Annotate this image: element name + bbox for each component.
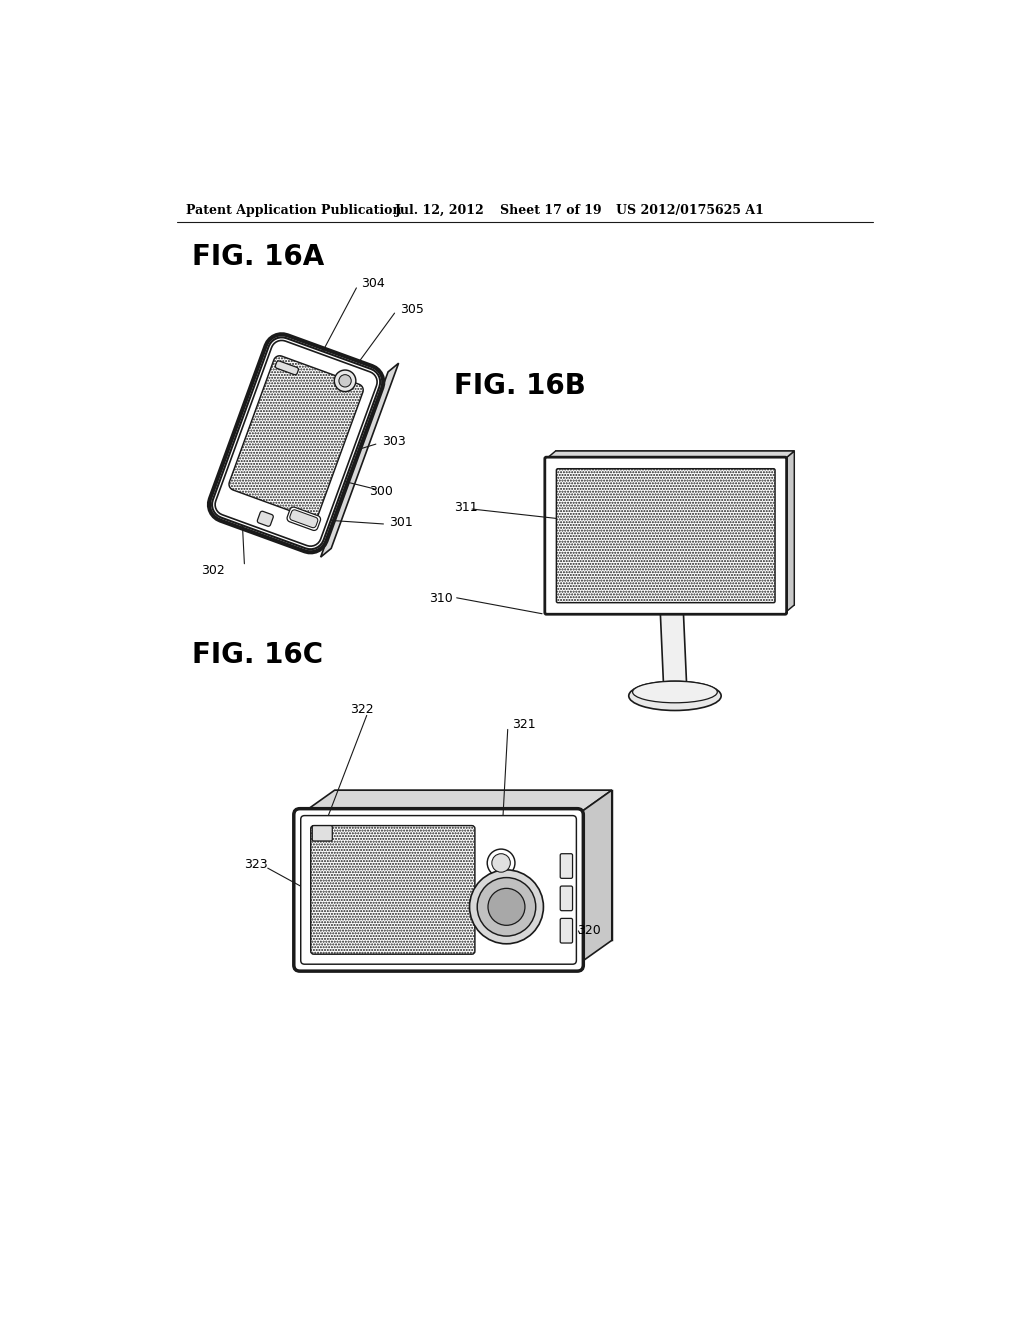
Circle shape	[470, 870, 544, 944]
Text: 301: 301	[389, 516, 413, 529]
Polygon shape	[660, 612, 686, 682]
Text: 305: 305	[400, 302, 424, 315]
Text: 323: 323	[245, 858, 268, 871]
Polygon shape	[257, 511, 273, 527]
FancyBboxPatch shape	[560, 919, 572, 942]
Polygon shape	[556, 451, 795, 605]
FancyBboxPatch shape	[560, 854, 572, 878]
Polygon shape	[785, 451, 795, 612]
Text: FIG. 16B: FIG. 16B	[454, 371, 586, 400]
FancyBboxPatch shape	[556, 469, 775, 603]
Polygon shape	[547, 451, 795, 459]
Polygon shape	[215, 341, 377, 546]
Text: Sheet 17 of 19: Sheet 17 of 19	[500, 205, 602, 218]
FancyBboxPatch shape	[294, 809, 584, 972]
Text: 310: 310	[429, 593, 453, 606]
Ellipse shape	[633, 681, 717, 702]
Polygon shape	[335, 791, 611, 940]
FancyBboxPatch shape	[301, 816, 577, 964]
Polygon shape	[209, 334, 383, 552]
Text: Jul. 12, 2012: Jul. 12, 2012	[394, 205, 484, 218]
Text: 302: 302	[202, 564, 225, 577]
Text: 322: 322	[350, 704, 374, 717]
Circle shape	[487, 849, 515, 876]
FancyBboxPatch shape	[560, 886, 572, 911]
Circle shape	[488, 888, 525, 925]
Text: Patent Application Publication: Patent Application Publication	[186, 205, 401, 218]
Polygon shape	[229, 356, 364, 519]
Polygon shape	[321, 363, 398, 557]
Polygon shape	[300, 791, 611, 814]
Polygon shape	[287, 507, 321, 531]
Polygon shape	[290, 510, 317, 528]
Polygon shape	[578, 791, 611, 965]
Text: 321: 321	[512, 718, 537, 731]
Text: 300: 300	[370, 486, 393, 499]
Polygon shape	[275, 360, 298, 375]
Text: 303: 303	[382, 436, 406, 449]
Circle shape	[477, 878, 536, 936]
FancyBboxPatch shape	[545, 457, 786, 614]
Circle shape	[492, 854, 510, 873]
Circle shape	[339, 375, 351, 387]
Text: US 2012/0175625 A1: US 2012/0175625 A1	[615, 205, 764, 218]
FancyBboxPatch shape	[312, 825, 333, 841]
Text: 320: 320	[578, 924, 601, 937]
Ellipse shape	[629, 681, 721, 710]
FancyBboxPatch shape	[310, 825, 475, 954]
Text: FIG. 16A: FIG. 16A	[193, 243, 325, 271]
Text: FIG. 16C: FIG. 16C	[193, 642, 324, 669]
Circle shape	[334, 370, 356, 392]
Text: 311: 311	[454, 500, 477, 513]
Text: 304: 304	[361, 277, 385, 289]
Polygon shape	[212, 338, 380, 549]
